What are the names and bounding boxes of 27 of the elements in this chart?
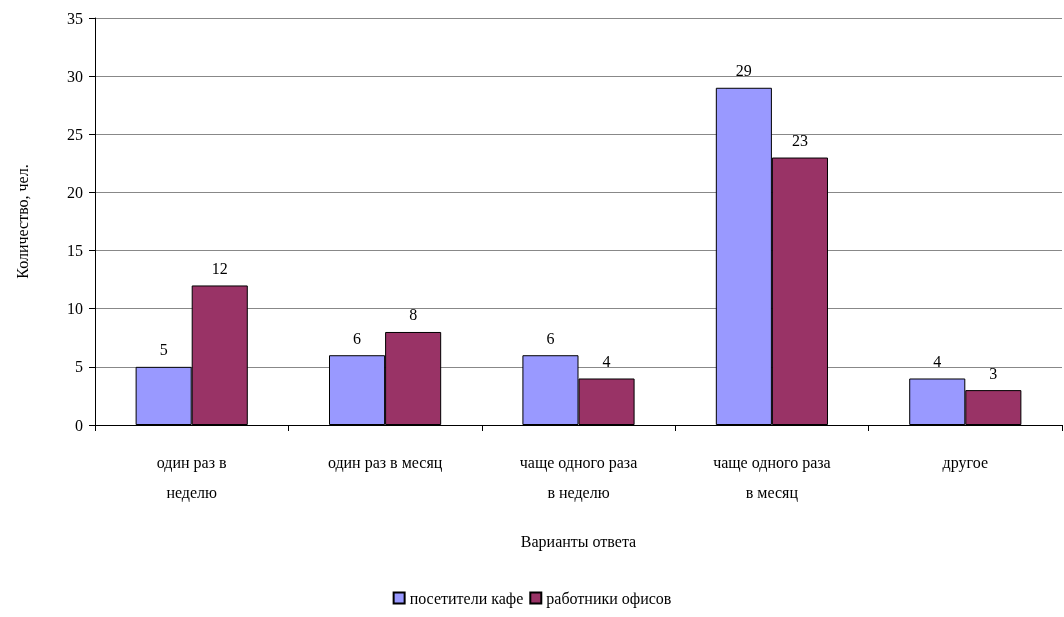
y-tick-label: 15: [67, 242, 83, 260]
x-tick-label: один раз в месяц: [327, 453, 443, 472]
data-label: 23: [791, 132, 808, 150]
legend-label: посетители кафе: [409, 589, 524, 608]
y-tick-label: 20: [67, 183, 83, 201]
data-label: 8: [409, 306, 418, 324]
data-label: 4: [602, 352, 611, 370]
x-tick-label: другое: [942, 453, 988, 472]
x-axis-title: Варианты ответа: [520, 532, 637, 551]
data-label: 29: [735, 62, 752, 80]
data-label: 3: [989, 364, 998, 382]
y-tick-label: 30: [67, 67, 83, 85]
y-tick-label: 10: [67, 300, 83, 318]
y-tick-label: 0: [75, 416, 83, 434]
data-label: 5: [159, 341, 168, 359]
y-tick-label: 25: [67, 125, 83, 143]
data-label: 6: [546, 329, 555, 347]
x-tick-label: чаще одного раза в неделю: [519, 453, 638, 502]
data-label: 4: [933, 352, 942, 370]
x-tick-label: чаще одного раза в месяц: [713, 453, 831, 502]
y-tick-label: 35: [67, 9, 83, 27]
legend-label: работники офисов: [546, 589, 672, 608]
y-axis-title: Количество, чел.: [13, 164, 31, 279]
x-tick-label: один раз в неделю: [156, 453, 228, 502]
data-label: 12: [211, 259, 228, 277]
y-tick-label: 5: [75, 358, 83, 376]
data-label: 6: [353, 329, 362, 347]
